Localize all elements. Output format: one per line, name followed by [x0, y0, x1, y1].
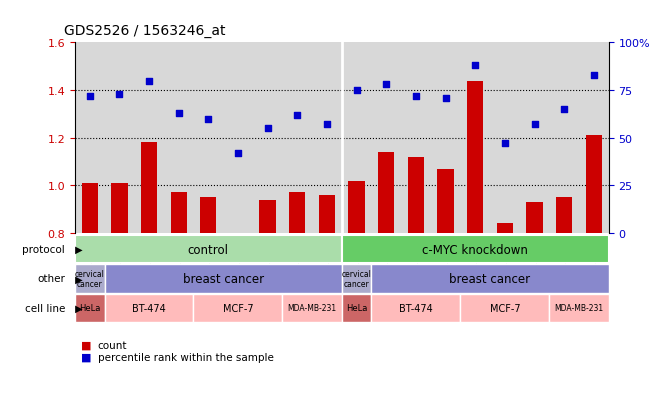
Point: [292, 112, 303, 119]
Bar: [289, 193, 305, 413]
Bar: [319, 195, 335, 413]
Bar: [230, 233, 246, 413]
Text: percentile rank within the sample: percentile rank within the sample: [98, 352, 273, 362]
Point: [85, 93, 95, 100]
Point: [144, 78, 154, 85]
Bar: [193, 294, 283, 322]
Point: [114, 91, 124, 98]
Bar: [497, 224, 513, 413]
Point: [381, 82, 391, 88]
Point: [352, 88, 362, 94]
Bar: [348, 181, 365, 413]
Bar: [260, 200, 276, 413]
Bar: [105, 265, 342, 293]
Bar: [586, 136, 602, 413]
Text: ▶: ▶: [72, 303, 82, 313]
Bar: [437, 169, 454, 413]
Bar: [527, 202, 543, 413]
Text: c-MYC knockdown: c-MYC knockdown: [422, 243, 528, 256]
Bar: [75, 265, 105, 293]
Point: [529, 122, 540, 128]
Text: breast cancer: breast cancer: [449, 272, 531, 285]
Bar: [200, 198, 217, 413]
Text: MDA-MB-231: MDA-MB-231: [555, 304, 603, 313]
Bar: [283, 294, 342, 322]
Text: cell line: cell line: [25, 303, 65, 313]
Text: cervical
cancer: cervical cancer: [342, 269, 372, 288]
Bar: [372, 265, 609, 293]
Bar: [105, 294, 193, 322]
Point: [233, 150, 243, 157]
Bar: [342, 294, 372, 322]
Bar: [372, 294, 460, 322]
Bar: [342, 235, 609, 263]
Point: [589, 72, 599, 79]
Bar: [75, 235, 342, 263]
Text: BT-474: BT-474: [132, 303, 166, 313]
Point: [262, 126, 273, 132]
Bar: [408, 157, 424, 413]
Text: protocol: protocol: [22, 244, 65, 254]
Point: [203, 116, 214, 123]
Point: [500, 141, 510, 147]
Text: other: other: [37, 274, 65, 284]
Point: [173, 110, 184, 117]
Point: [559, 107, 570, 113]
Text: MCF-7: MCF-7: [490, 303, 520, 313]
Text: ▶: ▶: [72, 244, 82, 254]
Text: ▶: ▶: [72, 274, 82, 284]
Text: cervical
cancer: cervical cancer: [75, 269, 105, 288]
Point: [322, 122, 332, 128]
Bar: [141, 143, 157, 413]
Text: HeLa: HeLa: [79, 304, 100, 313]
Text: count: count: [98, 340, 127, 350]
Bar: [556, 198, 572, 413]
Bar: [467, 81, 484, 413]
Bar: [460, 294, 549, 322]
Text: MDA-MB-231: MDA-MB-231: [288, 304, 337, 313]
Text: BT-474: BT-474: [399, 303, 433, 313]
Point: [440, 95, 450, 102]
Text: ■: ■: [81, 352, 92, 362]
Bar: [378, 152, 395, 413]
Text: HeLa: HeLa: [346, 304, 367, 313]
Point: [470, 63, 480, 69]
Point: [411, 93, 421, 100]
Bar: [75, 294, 105, 322]
Bar: [111, 183, 128, 413]
Text: ■: ■: [81, 340, 92, 350]
Text: GDS2526 / 1563246_at: GDS2526 / 1563246_at: [64, 24, 226, 38]
Bar: [342, 265, 372, 293]
Bar: [549, 294, 609, 322]
Bar: [81, 183, 98, 413]
Bar: [171, 193, 187, 413]
Text: MCF-7: MCF-7: [223, 303, 253, 313]
Text: breast cancer: breast cancer: [182, 272, 264, 285]
Text: control: control: [188, 243, 229, 256]
